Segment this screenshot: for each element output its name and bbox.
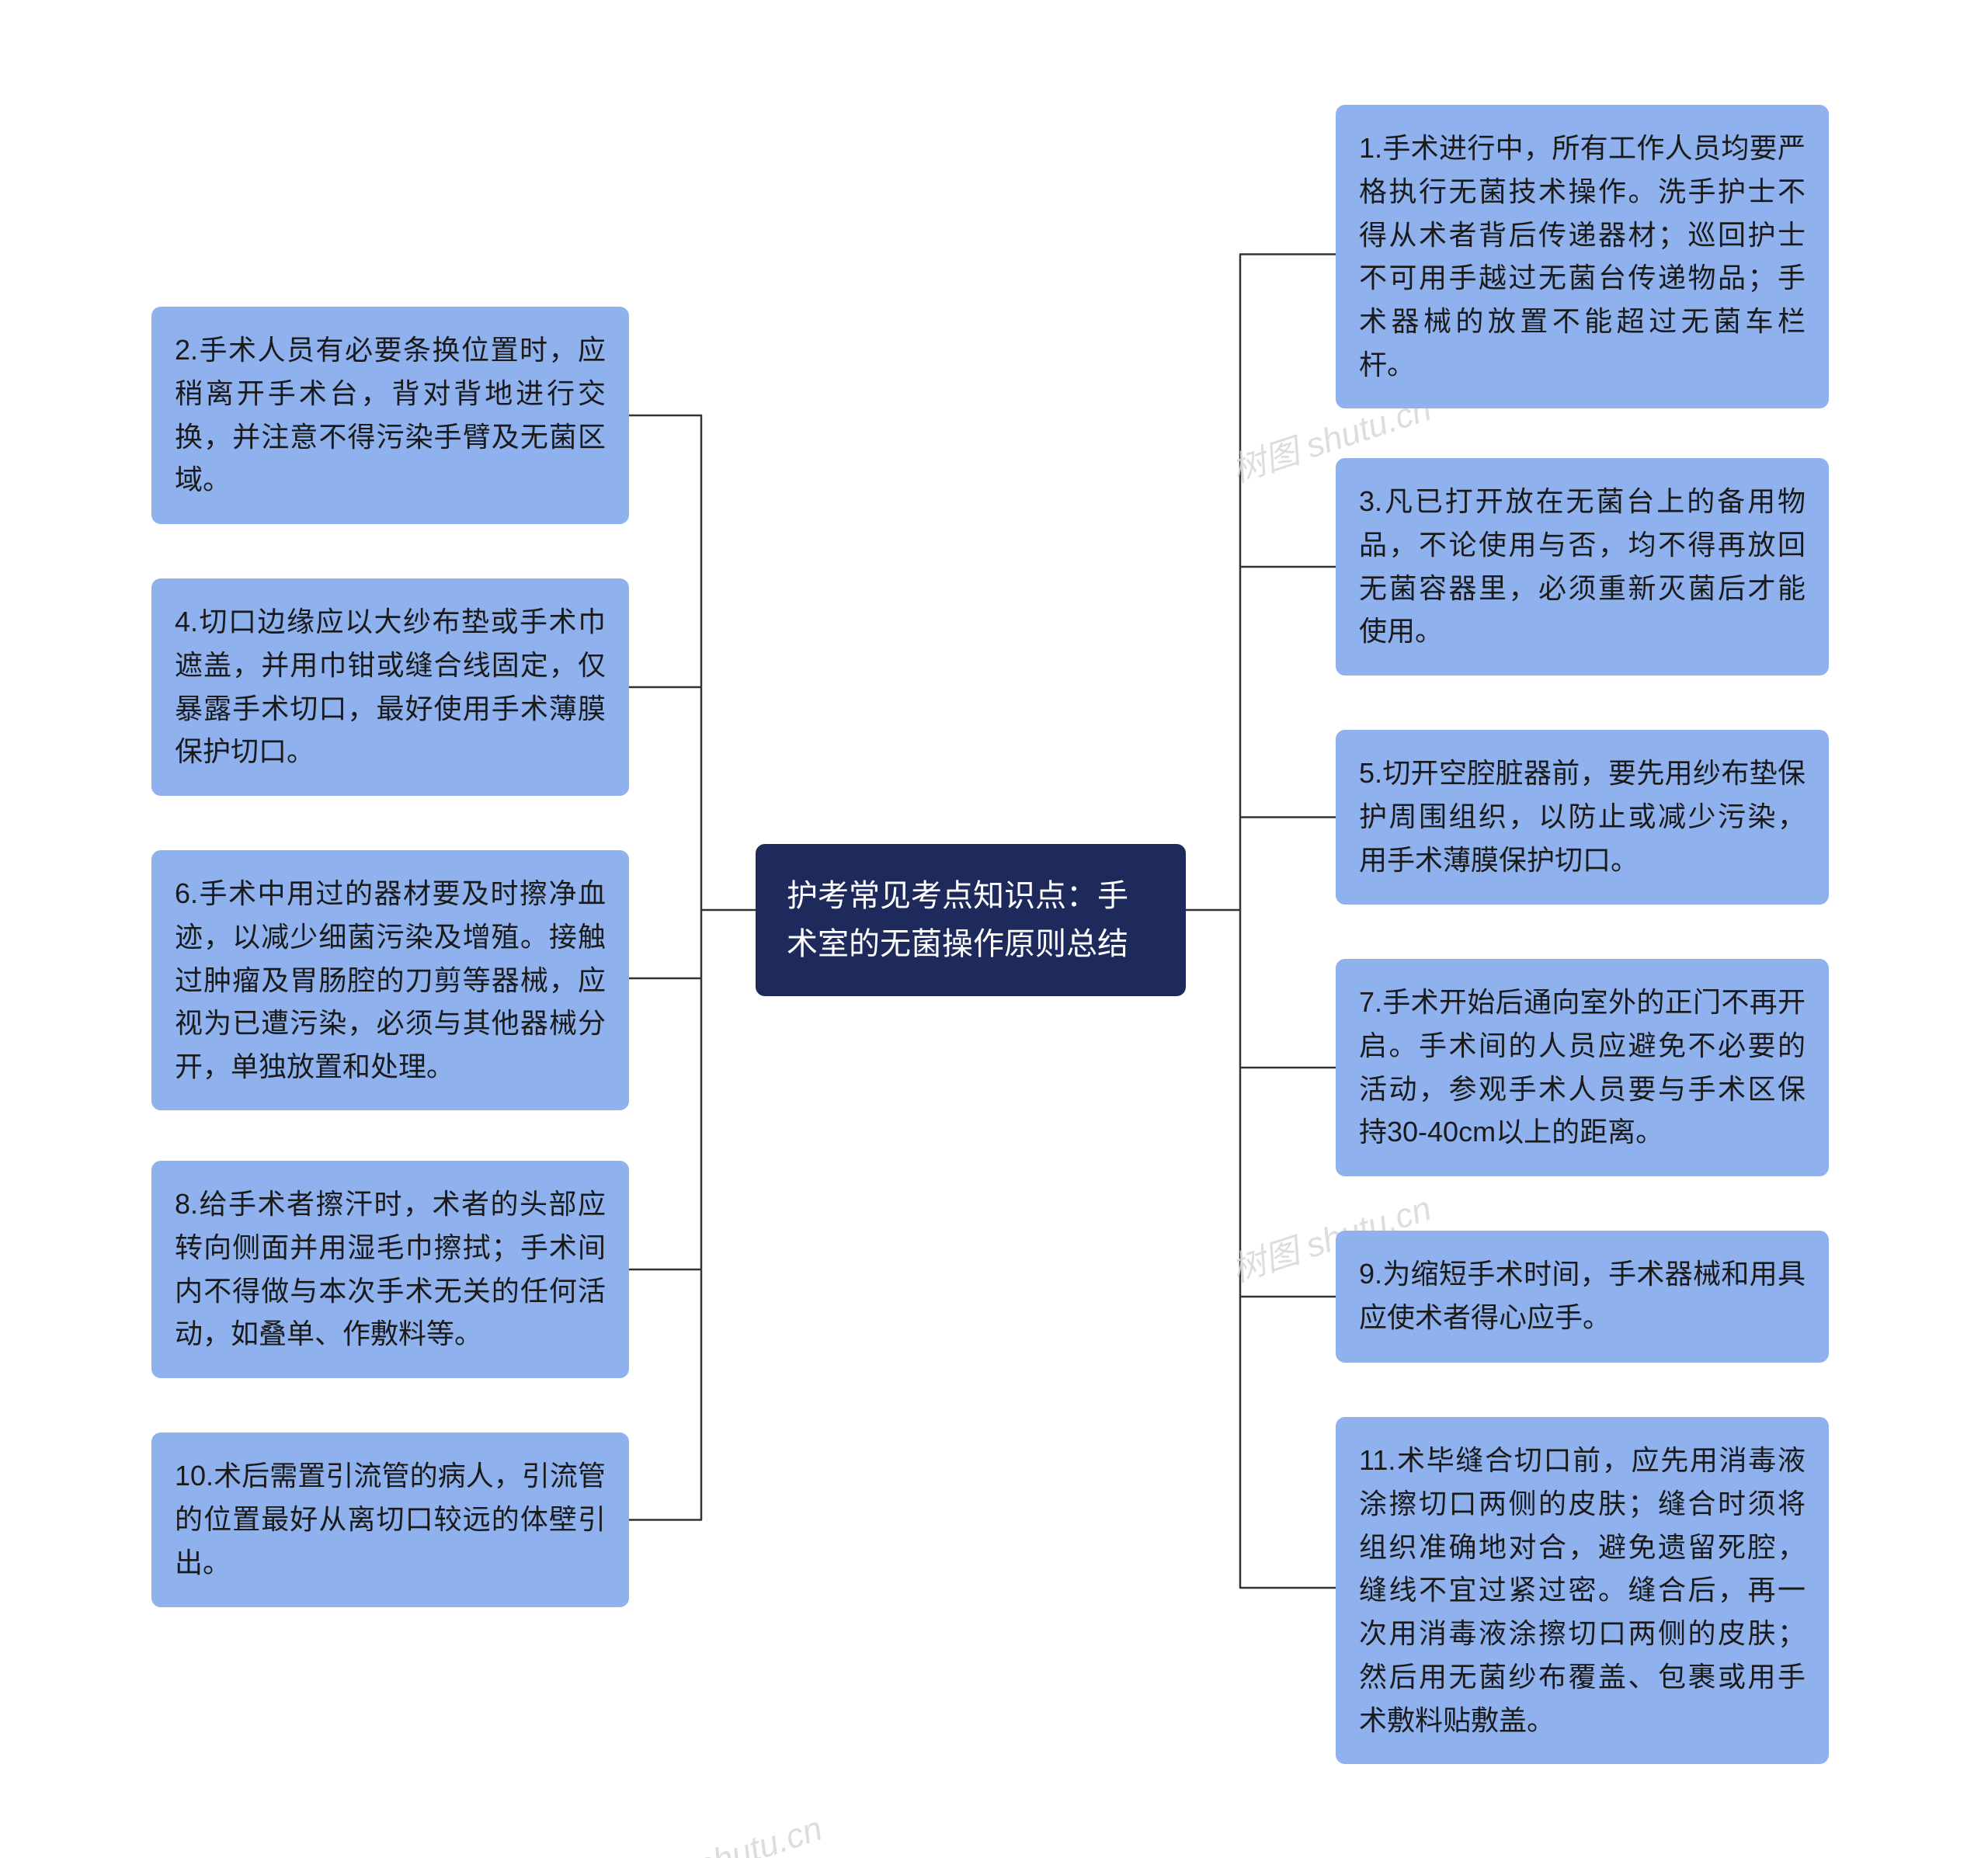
branch-node-8[interactable]: 8.给手术者擦汗时，术者的头部应转向侧面并用湿毛巾擦拭；手术间内不得做与本次手术…	[151, 1161, 629, 1378]
branch-node-9[interactable]: 9.为缩短手术时间，手术器械和用具应使术者得心应手。	[1336, 1231, 1829, 1363]
center-topic[interactable]: 护考常见考点知识点：手术室的无菌操作原则总结	[756, 844, 1186, 996]
branch-node-2[interactable]: 2.手术人员有必要条换位置时，应稍离开手术台，背对背地进行交换，并注意不得污染手…	[151, 307, 629, 524]
branch-node-1[interactable]: 1.手术进行中，所有工作人员均要严格执行无菌技术操作。洗手护士不得从术者背后传递…	[1336, 105, 1829, 408]
branch-node-11[interactable]: 11.术毕缝合切口前，应先用消毒液涂擦切口两侧的皮肤；缝合时须将组织准确地对合，…	[1336, 1417, 1829, 1764]
branch-node-3[interactable]: 3.凡已打开放在无菌台上的备用物品，不论使用与否，均不得再放回无菌容器里，必须重…	[1336, 458, 1829, 675]
branch-node-5[interactable]: 5.切开空腔脏器前，要先用纱布垫保护周围组织，以防止或减少污染，用手术薄膜保护切…	[1336, 730, 1829, 905]
branch-node-10[interactable]: 10.术后需置引流管的病人，引流管的位置最好从离切口较远的体壁引出。	[151, 1433, 629, 1607]
mindmap-canvas: 树图 shutu.cn 树图 shutu.cn 树图 shutu.cn 树图 s…	[0, 0, 1988, 1858]
branch-node-6[interactable]: 6.手术中用过的器材要及时擦净血迹，以减少细菌污染及增殖。接触过肿瘤及胃肠腔的刀…	[151, 850, 629, 1110]
watermark: shutu.cn	[692, 1810, 827, 1858]
branch-node-4[interactable]: 4.切口边缘应以大纱布垫或手术巾遮盖，并用巾钳或缝合线固定，仅暴露手术切口，最好…	[151, 578, 629, 796]
branch-node-7[interactable]: 7.手术开始后通向室外的正门不再开启。手术间的人员应避免不必要的活动，参观手术人…	[1336, 959, 1829, 1176]
